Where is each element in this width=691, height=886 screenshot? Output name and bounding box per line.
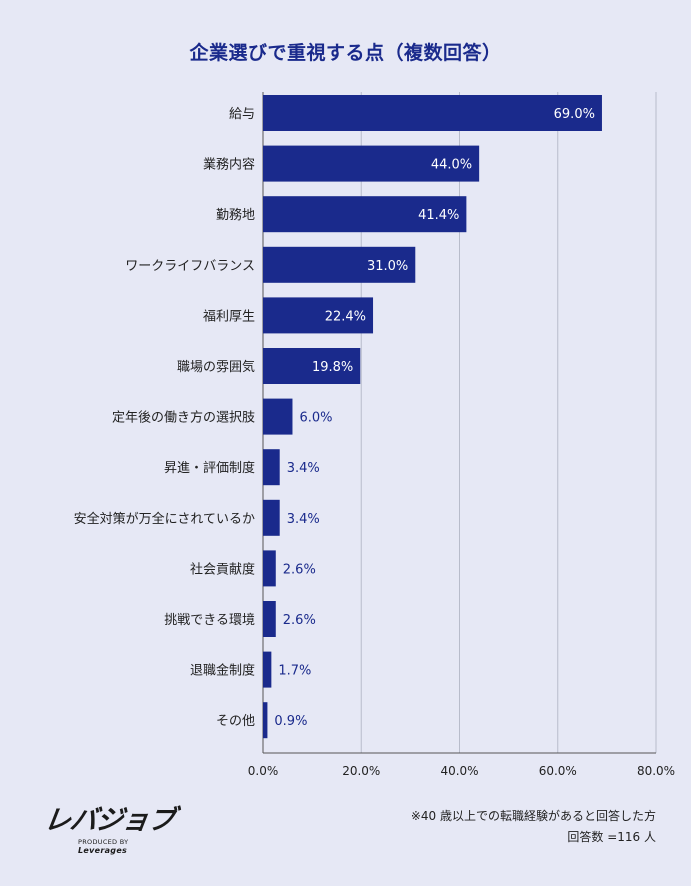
bar — [263, 550, 276, 587]
data-label: 22.4% — [325, 309, 366, 324]
bar — [263, 297, 374, 334]
category-label: 勤務地 — [216, 208, 255, 223]
bar — [263, 196, 467, 233]
x-tick-label: 20.0% — [342, 764, 380, 778]
levajob-logo: レバジョブ PRODUCED BY Leverages — [41, 805, 177, 855]
x-tick-label: 80.0% — [637, 764, 675, 778]
category-label: その他 — [216, 714, 255, 729]
data-label: 1.7% — [278, 664, 311, 679]
logo-sub-prefix: PRODUCED BY — [78, 838, 129, 846]
chart-title: 企業選びで重視する点（複数回答） — [189, 42, 502, 64]
data-label: 44.0% — [431, 158, 472, 173]
data-label: 3.4% — [287, 461, 320, 476]
data-label: 41.4% — [418, 208, 459, 223]
bar-chart: 0.0% 20.0% 40.0% 60.0% 80.0% 給与 69.0% 業務内容 44.0%… — [74, 92, 675, 778]
category-label: ワークライフバランス — [125, 259, 255, 274]
data-label: 19.8% — [312, 360, 353, 375]
data-label: 31.0% — [367, 259, 408, 274]
category-label: 給与 — [229, 107, 255, 122]
x-tick-label: 0.0% — [248, 764, 279, 778]
logo-subtext: PRODUCED BY Leverages — [78, 838, 174, 855]
data-label: 6.0% — [299, 411, 332, 426]
logo-text: レバジョブ — [41, 805, 177, 836]
x-tick-label: 40.0% — [440, 764, 478, 778]
bar — [263, 499, 280, 536]
note-respondents: 回答数 =116 人 — [567, 830, 656, 844]
data-label: 2.6% — [283, 562, 316, 577]
bar — [263, 449, 280, 486]
data-label: 0.9% — [274, 714, 307, 729]
logo-sub-brand: Leverages — [78, 846, 128, 855]
bar — [263, 702, 268, 739]
category-label: 退職金制度 — [190, 663, 255, 679]
bar — [263, 601, 276, 637]
survey-note: ※40 歳以上での転職経験があると回答した方 回答数 =116 人 — [411, 806, 656, 848]
bar — [263, 398, 293, 435]
category-label: 社会貢献度 — [190, 561, 255, 577]
x-tick-label: 60.0% — [539, 764, 577, 778]
bar — [263, 95, 602, 131]
bar — [263, 348, 361, 384]
category-label: 業務内容 — [203, 157, 255, 173]
category-label: 定年後の働き方の選択肢 — [112, 410, 255, 426]
bar — [263, 651, 272, 688]
data-label: 3.4% — [287, 512, 320, 527]
data-label: 2.6% — [283, 613, 316, 628]
note-condition: ※40 歳以上での転職経験があると回答した方 — [410, 809, 656, 823]
category-label: 福利厚生 — [203, 309, 255, 324]
category-label: 昇進・評価制度 — [164, 460, 255, 476]
category-label: 職場の雰囲気 — [177, 359, 255, 375]
bar — [263, 145, 480, 182]
category-label: 挑戦できる環境 — [164, 613, 255, 628]
category-label: 安全対策が万全にされているか — [74, 511, 255, 527]
data-label: 69.0% — [554, 107, 595, 122]
bar — [263, 246, 416, 283]
